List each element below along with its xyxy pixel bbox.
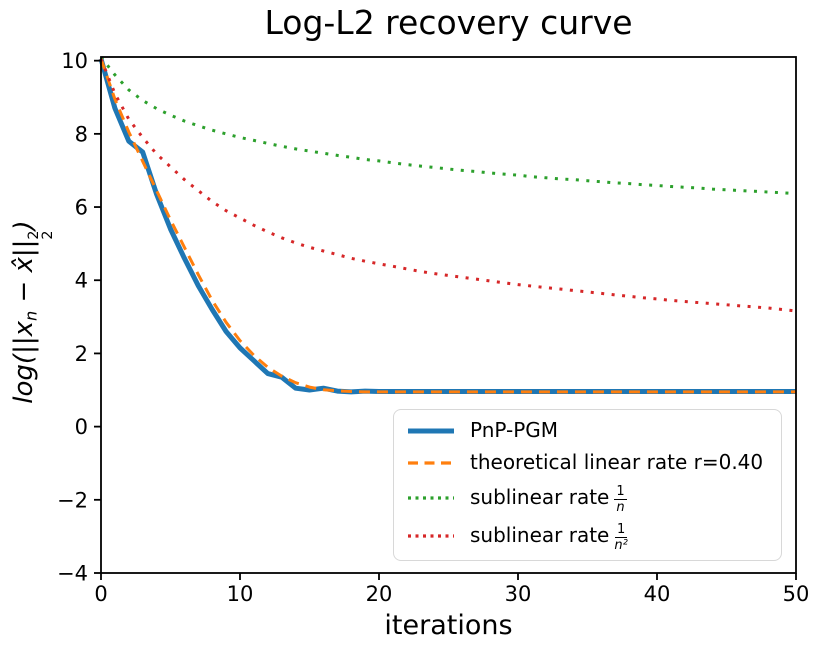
- y-axis-label-sub: 2: [39, 230, 56, 240]
- legend-fraction: 1 n²: [614, 523, 627, 552]
- legend-line-swatch: [408, 428, 454, 433]
- legend-item: theoretical linear rate r=0.40: [407, 451, 769, 474]
- y-axis-tick-label: 8: [75, 122, 88, 146]
- legend-line-swatch: [408, 461, 454, 465]
- y-axis-label: log(||xn − x̂|| 2 2): [9, 220, 56, 404]
- y-axis-label-sub-n: n: [21, 310, 41, 322]
- legend-label: PnP-PGM: [470, 418, 559, 442]
- legend-label-text: sublinear rate: [470, 522, 610, 547]
- y-axis-tick-label: 10: [61, 49, 88, 73]
- x-axis-tick-label: 0: [94, 582, 107, 606]
- y-axis-label-mid: − x̂||: [9, 239, 40, 311]
- chart-title: Log-L2 recovery curve: [264, 3, 633, 42]
- legend-label-text: sublinear rate: [470, 484, 610, 509]
- y-axis-tick-label: 4: [75, 269, 88, 293]
- curve-sublinear-rate-1-n-2: [99, 58, 797, 313]
- x-axis-tick-label: 40: [644, 582, 671, 606]
- fraction-numerator: 1: [614, 483, 627, 500]
- legend-line-swatch: [408, 496, 454, 500]
- y-axis-tick-label: 0: [75, 415, 88, 439]
- fraction-denominator: n: [616, 499, 625, 515]
- x-axis-tick-label: 30: [505, 582, 532, 606]
- curve-sublinear-rate-1-n: [99, 56, 797, 195]
- y-axis-tick-label: −4: [57, 562, 88, 586]
- x-axis-label: iterations: [384, 610, 513, 641]
- y-axis-tick-label: −2: [57, 488, 88, 512]
- legend-line-swatch: [408, 534, 454, 539]
- y-axis-label-suffix: ): [9, 220, 40, 231]
- curve-theoretical-linear-rate-r-0-40: [99, 58, 796, 394]
- x-axis-tick-label: 10: [227, 582, 254, 606]
- legend-label: theoretical linear rate r=0.40: [470, 450, 764, 475]
- y-axis-label-prefix: log(||x: [9, 321, 40, 404]
- legend-box: PnP-PGM theoretical linear rate r=0.40 sub…: [393, 409, 782, 561]
- y-axis-tick-label: 6: [75, 196, 88, 220]
- legend-item: sublinear rate 1 n²: [407, 522, 769, 552]
- legend-item: PnP-PGM: [407, 419, 769, 442]
- x-axis-tick-label: 20: [366, 582, 393, 606]
- y-axis-tick-label: 2: [75, 342, 88, 366]
- x-axis-tick-label: 50: [783, 582, 810, 606]
- legend-label: sublinear rate 1 n: [470, 483, 627, 515]
- fraction-denominator: n²: [614, 537, 628, 553]
- curve-pnp-pgm: [98, 58, 796, 395]
- fraction-numerator: 1: [614, 521, 628, 538]
- legend-label: sublinear rate 1 n²: [470, 522, 628, 552]
- plot-area-spines: [100, 56, 797, 574]
- legend-item: sublinear rate 1 n: [407, 483, 769, 515]
